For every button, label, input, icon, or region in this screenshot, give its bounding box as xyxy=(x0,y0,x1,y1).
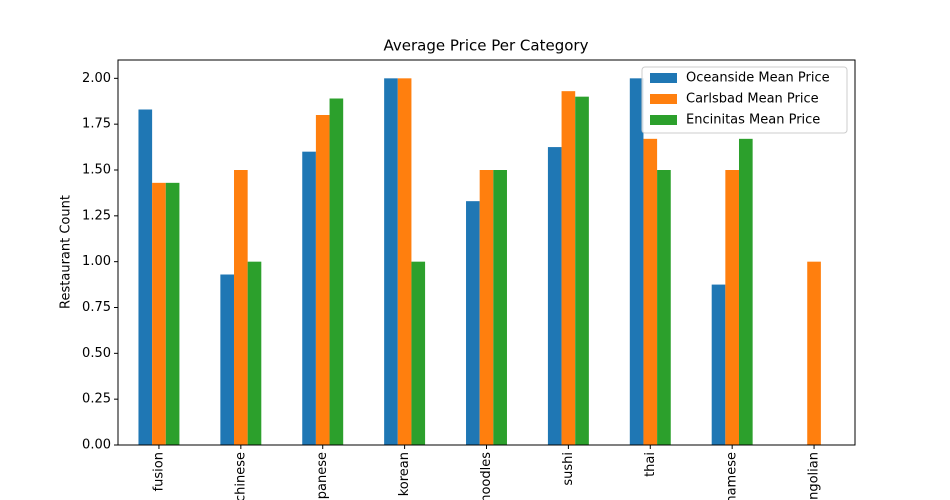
legend-swatch xyxy=(650,73,677,83)
y-tick-label: 0.00 xyxy=(82,438,111,453)
y-tick-label: 1.50 xyxy=(82,163,111,178)
y-tick-label: 0.50 xyxy=(82,346,111,361)
bar xyxy=(575,96,589,446)
bar xyxy=(302,151,316,445)
bar xyxy=(247,261,262,445)
bar xyxy=(466,201,480,445)
x-tick-label: mongolian xyxy=(807,452,822,500)
bar xyxy=(725,170,739,445)
bar xyxy=(234,170,248,445)
bar xyxy=(738,138,753,446)
bar xyxy=(493,170,507,445)
legend-swatch xyxy=(650,94,677,104)
bar xyxy=(657,170,671,445)
legend-label: Carlsbad Mean Price xyxy=(686,92,819,107)
x-tick-label: noodles xyxy=(479,452,494,500)
x-tick-label: vietnamese xyxy=(725,452,740,500)
bar xyxy=(152,182,166,446)
bar xyxy=(138,109,153,445)
x-tick-label: korean xyxy=(397,452,412,496)
chart-title: Average Price Per Category xyxy=(384,37,589,55)
bar xyxy=(711,284,726,445)
y-tick-label: 1.25 xyxy=(82,208,111,223)
bar xyxy=(807,261,821,445)
x-tick-label: thai xyxy=(643,452,658,477)
bar xyxy=(629,78,644,445)
legend-swatch xyxy=(650,115,677,125)
legend-box xyxy=(641,66,848,134)
legend-label: Oceanside Mean Price xyxy=(686,71,830,86)
x-tick-label: fusion xyxy=(151,452,166,491)
y-axis-label: Restaurant Count xyxy=(59,195,74,309)
bar xyxy=(479,170,494,445)
plot-frame xyxy=(117,59,856,446)
bar xyxy=(411,261,426,445)
bar xyxy=(329,98,344,445)
legend-label: Encinitas Mean Price xyxy=(686,113,820,128)
y-tick-label: 1.00 xyxy=(82,254,111,269)
x-tick-label: chinese xyxy=(233,452,248,500)
x-tick-label: sushi xyxy=(561,452,576,486)
y-tick-label: 2.00 xyxy=(82,71,111,86)
y-tick-label: 0.75 xyxy=(82,300,111,315)
y-tick-label: 0.25 xyxy=(82,392,111,407)
bar xyxy=(643,138,658,446)
bar xyxy=(397,78,412,445)
bar xyxy=(547,147,562,446)
bar xyxy=(220,274,235,445)
y-tick-label: 1.75 xyxy=(82,117,111,132)
bar xyxy=(315,115,330,445)
bar xyxy=(384,78,398,445)
bar xyxy=(165,182,180,446)
x-tick-label: japanese xyxy=(315,452,330,500)
bar xyxy=(561,91,576,446)
